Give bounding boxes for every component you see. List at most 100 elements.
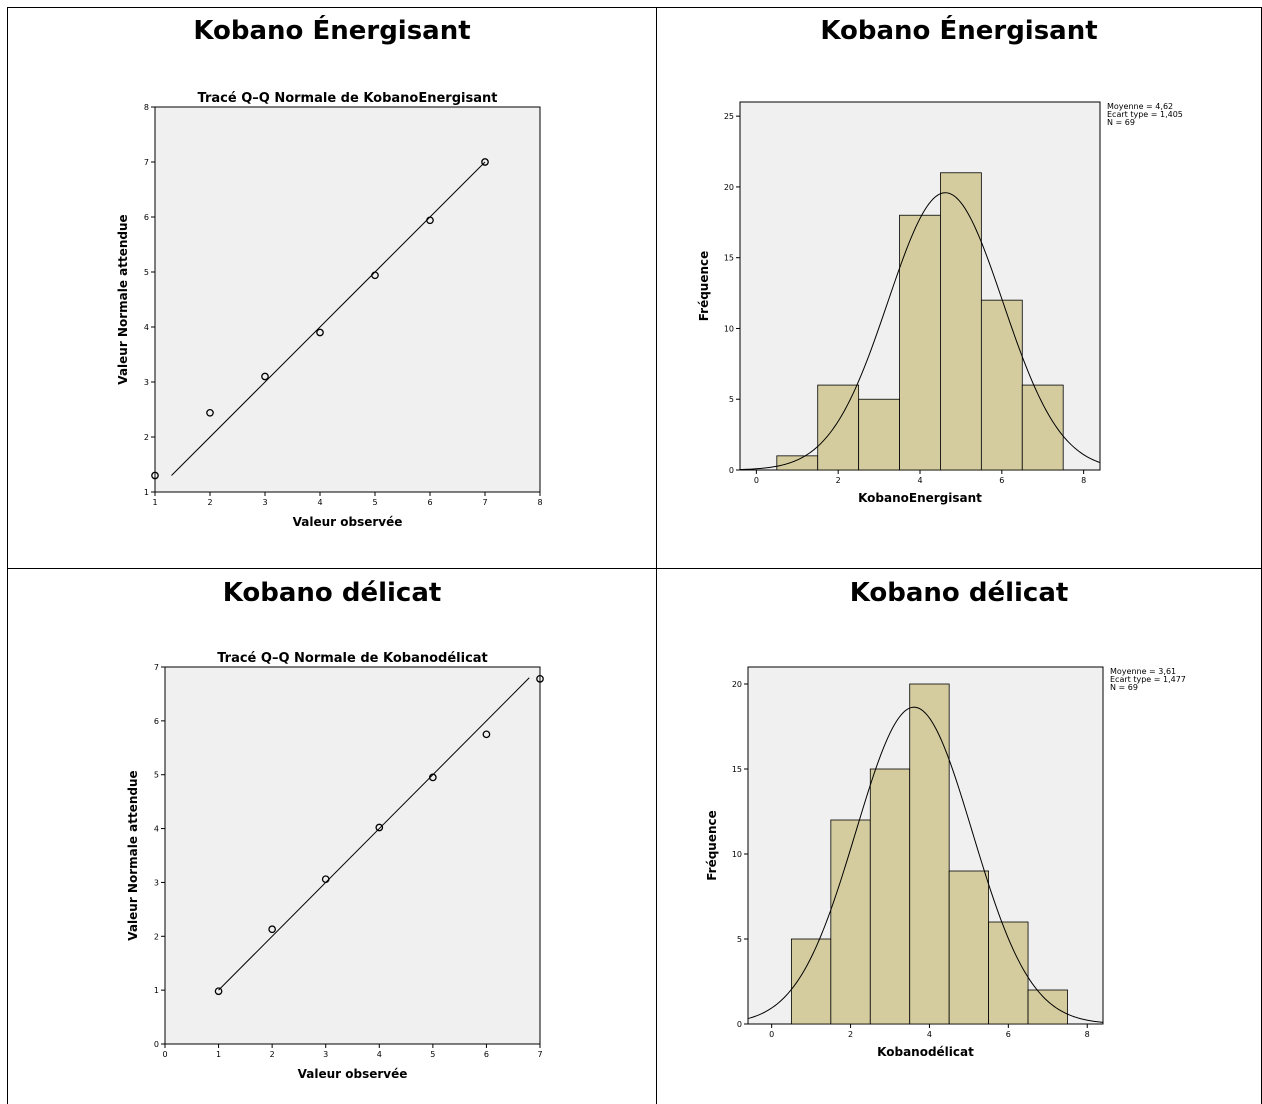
cell-title: Kobano Énergisant [820,16,1098,46]
x-tick-label: 7 [482,498,487,507]
reference-line [171,161,486,476]
qq-plot-energisant: 1 2 3 4 5 6 7 8 1 2 3 4 5 6 7 8 Valeur observée Valeur No… [116,91,543,529]
stats-line: Ecart type = 1,405 [1107,110,1183,119]
y-tick-label: 7 [154,663,159,672]
x-tick-label: 3 [323,1050,328,1059]
histogram-bar [948,870,990,1025]
y-tick-label: 5 [144,268,149,277]
x-tick-label: 4 [917,476,922,485]
x-tick-label: 6 [999,476,1004,485]
y-tick-label: 4 [144,323,149,332]
data-point [429,773,437,782]
histogram-bar [776,455,819,471]
data-point [214,987,223,996]
x-tick-label: 2 [207,498,212,507]
histogram-energisant: 0 2 4 6 8 0 5 10 15 20 25 KobanoEnergisant Fréquence… [697,101,1183,505]
data-point [371,271,379,280]
y-tick-label: 15 [732,765,742,774]
x-tick-label: 5 [430,1050,435,1059]
x-tick-label: 3 [262,498,267,507]
stats-line: N = 69 [1110,683,1138,692]
data-point [482,730,491,739]
histogram-bar [817,384,860,471]
y-axis-label: Fréquence [705,810,719,881]
x-tick-label: 8 [1081,476,1086,485]
x-axis-label: KobanoEnergisant [858,491,982,505]
x-tick-label: 1 [152,498,157,507]
histogram-bar [1027,989,1068,1025]
y-tick-label: 0 [729,466,734,475]
histogram-bar [790,938,832,1025]
y-tick-label: 5 [154,771,159,780]
cell-title: Kobano délicat [222,578,442,608]
chart-grid-table: Kobano Énergisant Kobano Énergisant Koba… [7,7,1262,1104]
histogram-bar [858,398,900,471]
y-tick-label: 20 [732,680,742,689]
y-axis-label: Fréquence [697,251,711,322]
x-tick-label: 8 [1085,1030,1090,1039]
histogram-bar [899,214,941,471]
x-tick-label: 0 [162,1050,167,1059]
x-axis-label: Kobanodélicat [877,1045,974,1059]
x-tick-label: 5 [372,498,377,507]
y-tick-label: 10 [724,324,734,333]
reference-line [218,677,530,991]
x-axis-label: Valeur observée [298,1067,408,1081]
y-tick-label: 4 [154,825,159,834]
histogram-bar [909,683,950,1025]
y-tick-label: 2 [144,433,149,442]
stats-line: Moyenne = 4,62 [1107,102,1173,111]
x-tick-label: 4 [317,498,322,507]
data-point [268,925,276,934]
y-tick-label: 10 [732,850,742,859]
y-tick-label: 6 [154,717,159,726]
cell-qq-energisant: Kobano Énergisant [7,7,656,568]
y-tick-label: 1 [154,986,159,995]
data-point [536,674,544,683]
y-tick-label: 0 [154,1040,159,1049]
y-tick-label: 0 [737,1020,742,1029]
histogram-bar [940,172,982,471]
x-tick-label: 6 [1006,1030,1011,1039]
cell-title: Kobano Énergisant [193,16,471,46]
y-tick-label: 25 [724,112,734,121]
x-tick-label: 1 [216,1050,221,1059]
x-tick-label: 7 [537,1050,542,1059]
x-tick-label: 0 [769,1030,774,1039]
x-tick-label: 0 [754,476,759,485]
data-point [481,158,489,166]
cell-qq-delicat: Kobano délicat [7,568,656,1104]
histogram-bar [980,299,1023,471]
y-tick-label: 20 [724,183,734,192]
data-point [316,328,324,337]
stats-line: N = 69 [1107,118,1135,127]
y-tick-label: 6 [144,213,149,222]
y-axis-label: Valeur Normale attendue [116,214,130,384]
data-point [321,875,330,884]
normal-curve [747,706,1104,1023]
x-tick-label: 4 [377,1050,382,1059]
cell-title: Kobano délicat [849,578,1069,608]
stats-line: Ecart type = 1,477 [1110,675,1186,684]
x-tick-label: 6 [484,1050,489,1059]
histogram-bar [869,768,911,1025]
y-tick-label: 5 [737,935,742,944]
chart-title: Tracé Q–Q Normale de KobanoEnergisant [198,91,498,106]
y-tick-label: 3 [144,378,149,387]
x-tick-label: 2 [270,1050,275,1059]
data-point [206,408,214,417]
x-tick-label: 6 [427,498,432,507]
qq-plot-delicat: 0 1 2 3 4 5 6 7 0 1 2 3 4 5 6 7 Valeur observée Valeur No… [126,651,544,1081]
chart-title: Tracé Q–Q Normale de Kobanodélicat [217,651,488,666]
y-tick-label: 5 [729,395,734,404]
normal-curve [739,192,1101,471]
data-point [426,216,434,225]
data-point [261,372,269,381]
y-tick-label: 8 [144,103,149,112]
x-axis-label: Valeur observée [293,515,403,529]
x-tick-label: 2 [848,1030,853,1039]
stats-line: Moyenne = 3,61 [1110,667,1176,676]
data-point [375,823,384,832]
x-tick-label: 4 [927,1030,932,1039]
y-tick-label: 7 [144,158,149,167]
